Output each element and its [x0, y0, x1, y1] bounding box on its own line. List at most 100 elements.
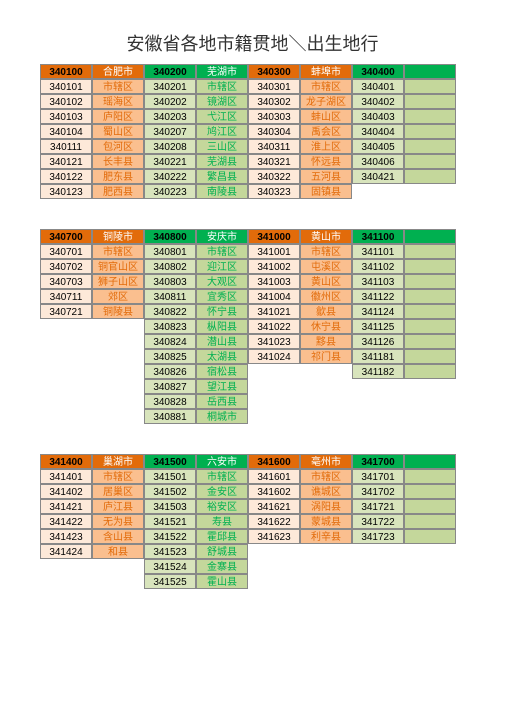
code-cell: 340207 — [144, 124, 196, 139]
name-cell: 郊区 — [92, 289, 144, 304]
code-cell: 340801 — [144, 244, 196, 259]
section-1: 340700340701340702340703340711340721铜陵市市… — [0, 229, 505, 424]
name-cell — [404, 529, 456, 544]
code-cell: 341003 — [248, 274, 300, 289]
code-cell: 341001 — [248, 244, 300, 259]
name-cell: 宿松县 — [196, 364, 248, 379]
code-cell: 340827 — [144, 379, 196, 394]
code-cell: 341103 — [352, 274, 404, 289]
code-cell: 340822 — [144, 304, 196, 319]
name-cell: 市辖区 — [300, 469, 352, 484]
code-cell: 340123 — [40, 184, 92, 199]
code-cell: 341021 — [248, 304, 300, 319]
header-code: 341600 — [248, 454, 300, 469]
name-cell: 祁门县 — [300, 349, 352, 364]
code-cell: 341722 — [352, 514, 404, 529]
header-name: 黄山市 — [300, 229, 352, 244]
header-name — [404, 454, 456, 469]
code-cell: 341623 — [248, 529, 300, 544]
code-cell: 340405 — [352, 139, 404, 154]
header-code: 341400 — [40, 454, 92, 469]
code-cell: 340421 — [352, 169, 404, 184]
name-cell: 屯溪区 — [300, 259, 352, 274]
name-cell: 瑶海区 — [92, 94, 144, 109]
section-2: 3414003414013414023414213414223414233414… — [0, 454, 505, 589]
name-cell: 休宁县 — [300, 319, 352, 334]
block-2-2: 341600341601341602341621341622341623亳州市市… — [248, 454, 352, 589]
code-cell: 341122 — [352, 289, 404, 304]
code-cell: 340301 — [248, 79, 300, 94]
name-cell — [404, 94, 456, 109]
section-0: 3401003401013401023401033401043401113401… — [0, 64, 505, 199]
name-cell: 金寨县 — [196, 559, 248, 574]
header-code: 341500 — [144, 454, 196, 469]
code-cell: 340803 — [144, 274, 196, 289]
name-cell: 禹会区 — [300, 124, 352, 139]
name-cell: 镜湖区 — [196, 94, 248, 109]
code-cell: 341124 — [352, 304, 404, 319]
block-0-1: 3402003402013402023402033402073402083402… — [144, 64, 248, 199]
code-cell: 341125 — [352, 319, 404, 334]
code-cell: 340208 — [144, 139, 196, 154]
code-cell: 340111 — [40, 139, 92, 154]
name-cell — [404, 259, 456, 274]
name-cell: 市辖区 — [196, 244, 248, 259]
code-cell: 340721 — [40, 304, 92, 319]
name-cell — [404, 499, 456, 514]
code-cell: 341424 — [40, 544, 92, 559]
name-cell: 五河县 — [300, 169, 352, 184]
name-cell: 市辖区 — [196, 79, 248, 94]
name-cell: 蜀山区 — [92, 124, 144, 139]
code-cell: 340103 — [40, 109, 92, 124]
name-cell — [404, 169, 456, 184]
code-cell: 340202 — [144, 94, 196, 109]
header-code: 340800 — [144, 229, 196, 244]
code-cell: 341502 — [144, 484, 196, 499]
name-cell — [404, 514, 456, 529]
name-cell: 繁昌县 — [196, 169, 248, 184]
name-cell — [404, 139, 456, 154]
code-cell: 340104 — [40, 124, 92, 139]
name-cell: 霍邱县 — [196, 529, 248, 544]
name-cell — [404, 124, 456, 139]
name-cell: 谯城区 — [300, 484, 352, 499]
header-name: 亳州市 — [300, 454, 352, 469]
code-cell: 340811 — [144, 289, 196, 304]
name-cell: 无为县 — [92, 514, 144, 529]
code-cell: 341101 — [352, 244, 404, 259]
header-name: 铜陵市 — [92, 229, 144, 244]
header-name: 六安市 — [196, 454, 248, 469]
code-cell: 340101 — [40, 79, 92, 94]
name-cell: 大观区 — [196, 274, 248, 289]
name-cell: 金安区 — [196, 484, 248, 499]
name-cell: 徽州区 — [300, 289, 352, 304]
name-cell: 固镇县 — [300, 184, 352, 199]
code-cell: 340711 — [40, 289, 92, 304]
code-cell: 340122 — [40, 169, 92, 184]
name-cell: 和县 — [92, 544, 144, 559]
code-cell: 341422 — [40, 514, 92, 529]
name-cell — [404, 334, 456, 349]
code-cell: 341004 — [248, 289, 300, 304]
name-cell: 枞阳县 — [196, 319, 248, 334]
name-cell — [404, 79, 456, 94]
code-cell: 341181 — [352, 349, 404, 364]
code-cell: 341002 — [248, 259, 300, 274]
code-cell: 341721 — [352, 499, 404, 514]
name-cell: 迎江区 — [196, 259, 248, 274]
header-code: 341100 — [352, 229, 404, 244]
block-2-0: 3414003414013414023414213414223414233414… — [40, 454, 144, 589]
code-cell: 341601 — [248, 469, 300, 484]
header-name: 芜湖市 — [196, 64, 248, 79]
code-cell: 340102 — [40, 94, 92, 109]
name-cell — [404, 304, 456, 319]
name-cell: 肥西县 — [92, 184, 144, 199]
header-code: 341000 — [248, 229, 300, 244]
name-cell: 肥东县 — [92, 169, 144, 184]
code-cell: 341182 — [352, 364, 404, 379]
code-cell: 341521 — [144, 514, 196, 529]
name-cell — [404, 244, 456, 259]
header-name: 安庆市 — [196, 229, 248, 244]
block-2-1: 3415003415013415023415033415213415223415… — [144, 454, 248, 589]
code-cell: 341024 — [248, 349, 300, 364]
